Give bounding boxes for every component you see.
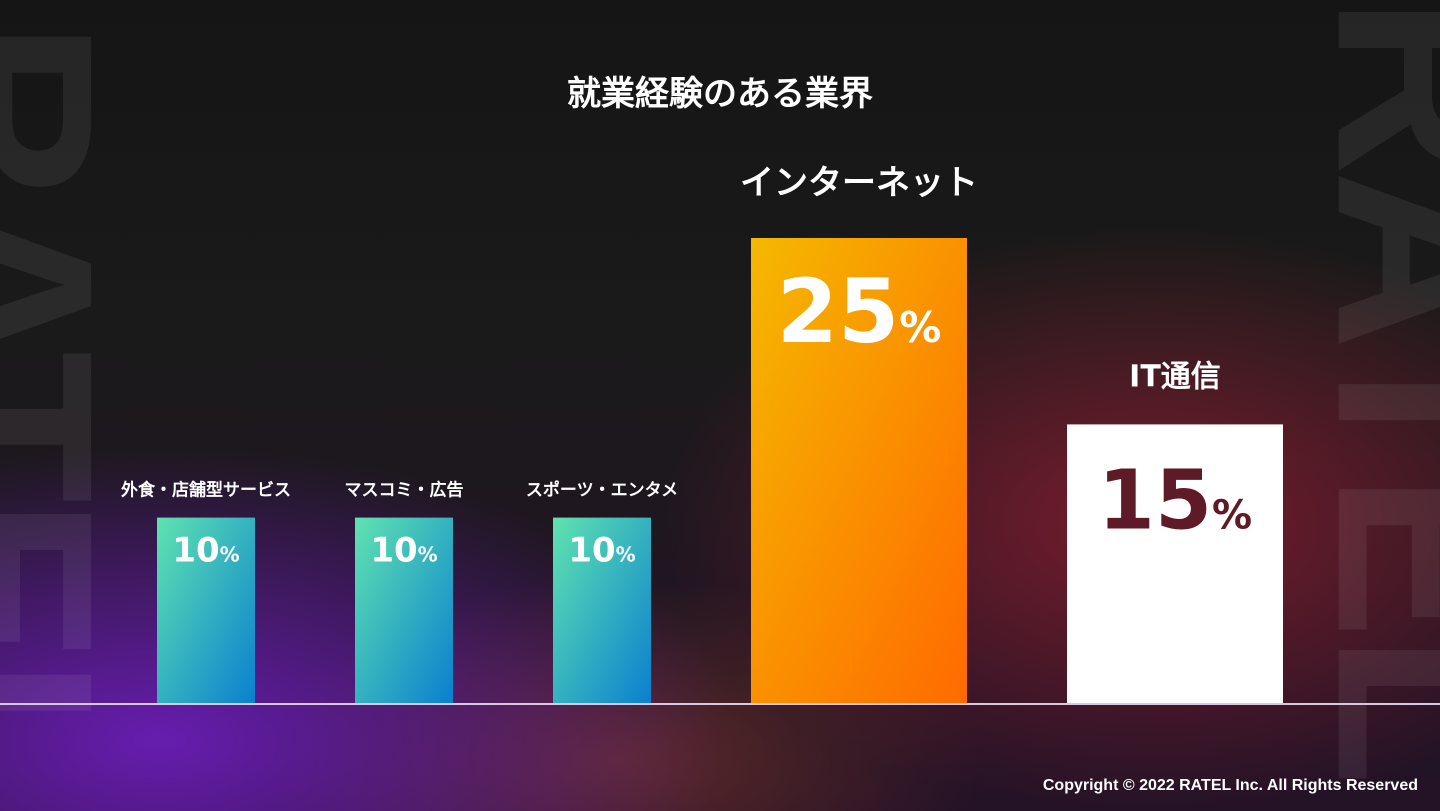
- data-label-2: 10%: [370, 531, 437, 571]
- copyright-text: Copyright © 2022 RATEL Inc. All Rights R…: [1042, 777, 1418, 794]
- bar-2: [355, 517, 453, 704]
- bar-1: [157, 517, 255, 704]
- category-label-1: 外食・店舗型サービス: [121, 480, 291, 501]
- data-label-4: 25%: [777, 260, 942, 363]
- data-label-5: 15%: [1098, 453, 1252, 548]
- category-label-4: インターネット: [740, 163, 978, 203]
- category-label-3: スポーツ・エンタメ: [526, 480, 678, 501]
- bar-4: [751, 238, 967, 704]
- category-label-5: IT通信: [1129, 359, 1221, 394]
- data-label-1: 10%: [172, 531, 239, 571]
- category-label-2: マスコミ・広告: [345, 480, 464, 501]
- bar-5: [1067, 424, 1283, 704]
- bar-3: [553, 517, 651, 704]
- chart-title: 就業経験のある業界: [567, 74, 873, 114]
- data-label-3: 10%: [568, 531, 635, 571]
